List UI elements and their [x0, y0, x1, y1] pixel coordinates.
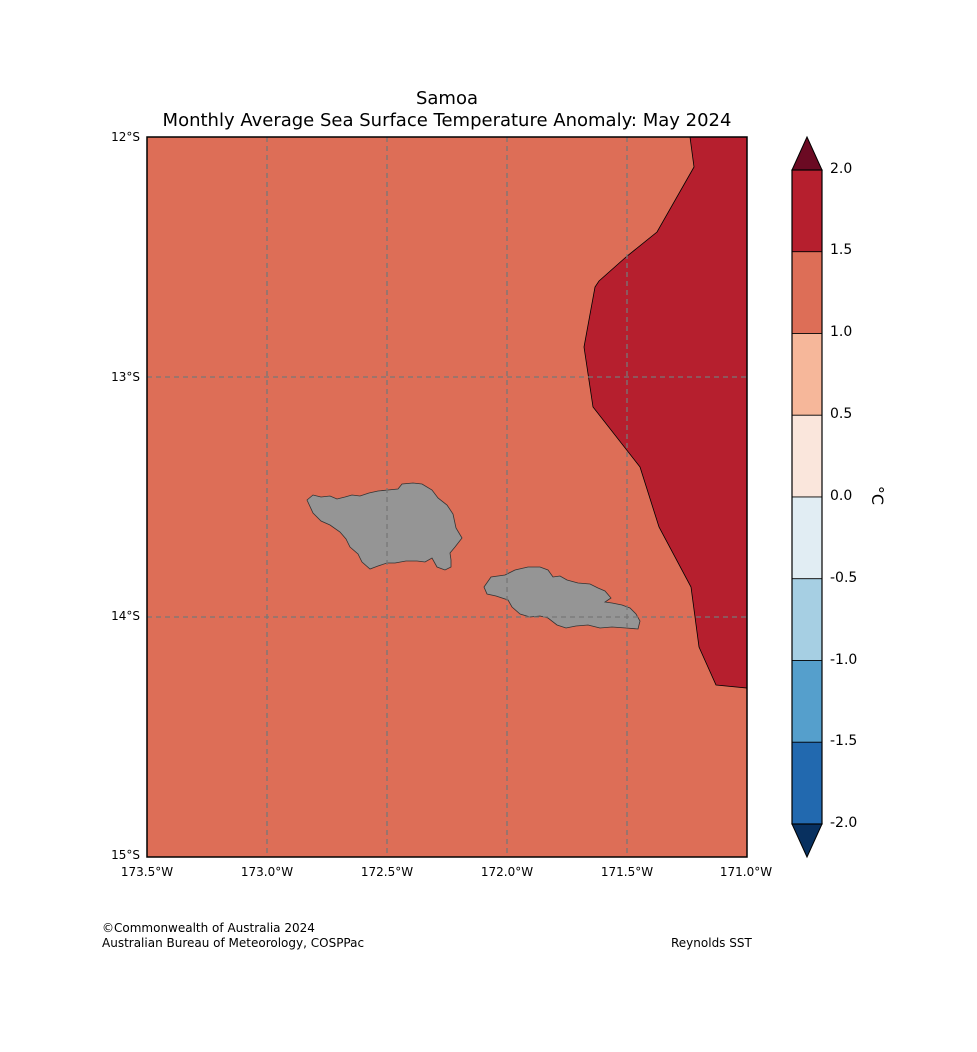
lon-label-171-5w: 171.5°W	[600, 865, 654, 879]
colorbar-segment	[791, 741, 823, 825]
upolu-island	[483, 566, 641, 630]
map-title: Samoa	[415, 88, 479, 109]
organization-text: Australian Bureau of Meteorology, COSPPa…	[102, 936, 365, 950]
lat-label-12s: 12°S	[111, 130, 140, 144]
colorbar-over-arrow	[791, 135, 823, 171]
colorbar-segment	[791, 333, 823, 416]
savaii-island	[306, 482, 463, 571]
colorbar-under-arrow	[791, 823, 823, 859]
colorbar-segment	[791, 578, 823, 661]
lat-label-15s: 15°S	[111, 848, 140, 862]
lon-label-171-0w: 171.0°W	[719, 865, 773, 879]
colorbar-label: 1.0	[830, 324, 853, 340]
colorbar-outline	[791, 169, 823, 825]
colorbar-label: 0.5	[830, 406, 853, 422]
warm-anomaly-region	[583, 136, 748, 689]
colorbar-label: 2.0	[830, 161, 853, 177]
lon-label-173-0w: 173.0°W	[240, 865, 294, 879]
colorbar-segment	[791, 414, 823, 498]
colorbar-unit: °C	[868, 485, 888, 506]
colorbar-label: 1.5	[830, 242, 853, 258]
lat-label-13s: 13°S	[111, 370, 140, 384]
colorbar-segment	[791, 169, 823, 253]
graticule	[147, 137, 747, 857]
colorbar-label: -1.5	[830, 733, 858, 749]
colorbar-label: -1.0	[830, 652, 858, 668]
lon-label-172-0w: 172.0°W	[480, 865, 534, 879]
map-subtitle: Monthly Average Sea Surface Temperature …	[162, 110, 732, 131]
lon-label-173-5w: 173.5°W	[120, 865, 174, 879]
colorbar-label: 0.0	[830, 488, 853, 504]
colorbar-segment	[791, 251, 823, 334]
lon-label-172-5w: 172.5°W	[360, 865, 414, 879]
colorbar-label: -2.0	[830, 815, 858, 831]
colorbar	[791, 135, 823, 859]
lat-label-14s: 14°S	[111, 609, 140, 623]
data-source-text: Reynolds SST	[671, 936, 752, 950]
map-frame	[146, 136, 748, 858]
colorbar-segment	[791, 660, 823, 743]
copyright-text: ©Commonwealth of Australia 2024	[102, 921, 315, 935]
colorbar-segment	[791, 496, 823, 580]
colorbar-label: -0.5	[830, 570, 858, 586]
